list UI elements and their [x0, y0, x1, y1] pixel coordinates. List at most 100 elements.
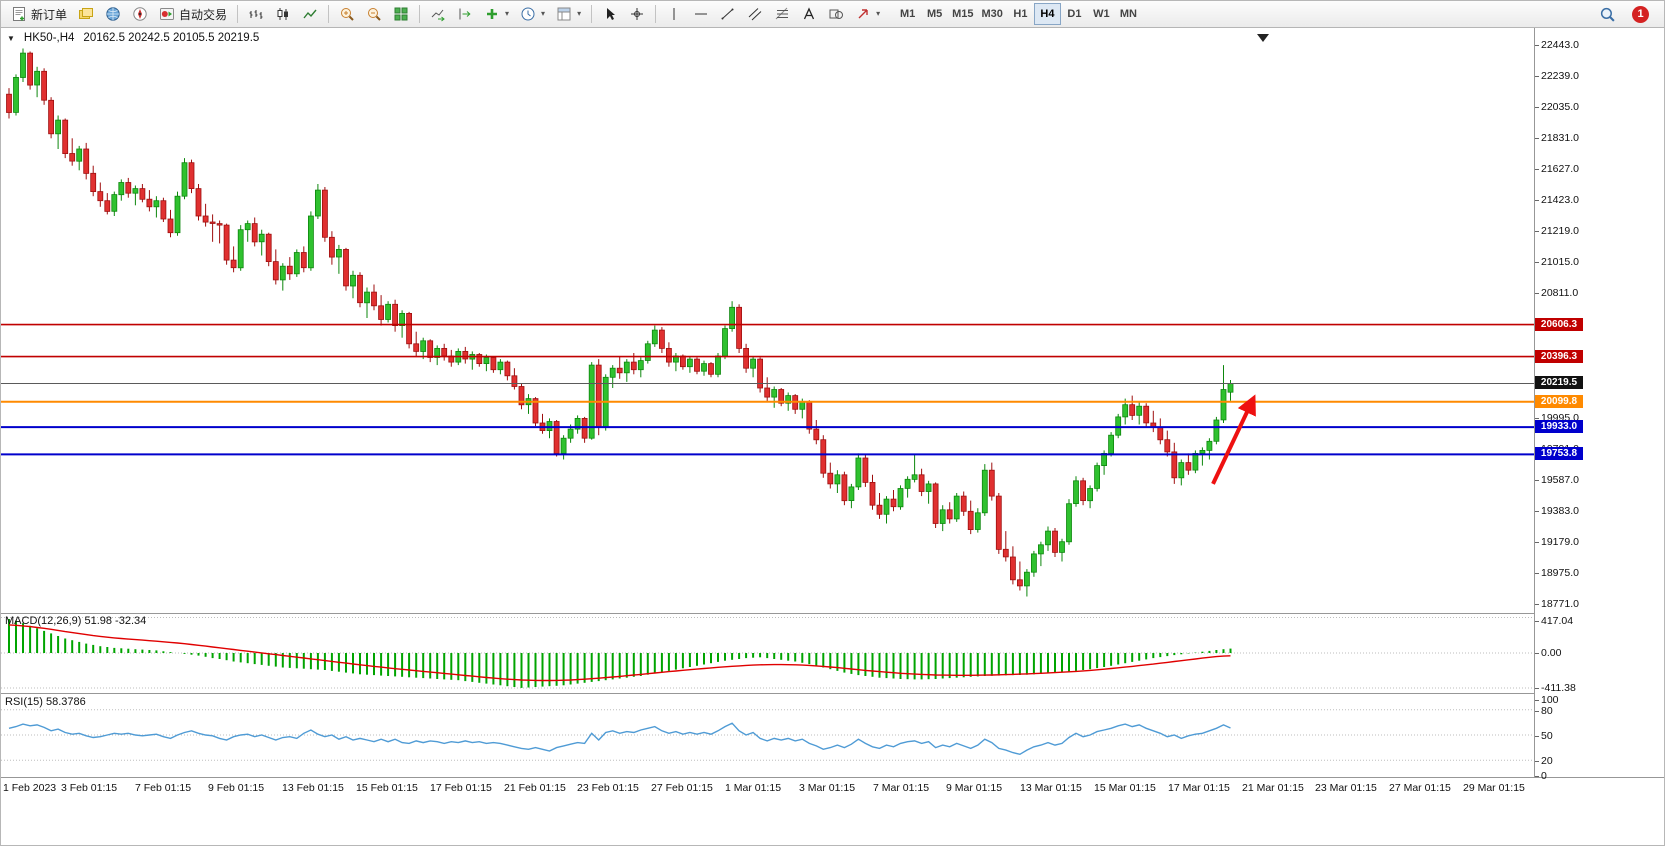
- macd-label: MACD(12,26,9) 51.98 -32.34: [5, 615, 147, 627]
- timeframe-d1-button[interactable]: D1: [1061, 3, 1088, 25]
- toolbar-separator: [655, 5, 657, 23]
- pane-separator[interactable]: [1, 693, 1664, 694]
- time-axis-label: 23 Feb 01:15: [577, 782, 639, 794]
- notification-badge[interactable]: 1: [1632, 5, 1649, 23]
- timeframe-m30-button[interactable]: M30: [978, 3, 1007, 25]
- indicators-button[interactable]: ▾: [479, 3, 514, 25]
- symbol-title: HK50-,H4: [23, 32, 75, 44]
- new-order-icon: [13, 7, 25, 21]
- chart-shift-marker[interactable]: [1257, 34, 1269, 42]
- timeframe-m15-button[interactable]: M15: [948, 3, 977, 25]
- tile-windows-icon: [394, 7, 408, 21]
- channel-button[interactable]: [742, 3, 768, 25]
- time-axis-label: 7 Mar 01:15: [873, 782, 930, 794]
- templates-button[interactable]: ▾: [551, 3, 586, 25]
- time-axis-label: 17 Mar 01:15: [1168, 782, 1230, 794]
- periods-icon: [521, 7, 535, 21]
- navigator-button[interactable]: [127, 3, 153, 25]
- trendline-icon: [721, 8, 734, 20]
- time-axis[interactable]: 1 Feb 2023 3 Feb 01:15 7 Feb 01:15 9 Feb 01…: [1, 777, 1664, 845]
- time-axis-label: 15 Mar 01:15: [1094, 782, 1156, 794]
- macd-pane[interactable]: [1, 613, 1534, 693]
- rsi-axis-label: 0: [1535, 770, 1547, 782]
- price-axis-label: 19587.0: [1535, 474, 1579, 486]
- candlestick-icon: [277, 8, 289, 20]
- time-axis-label: 9 Mar 01:15: [946, 782, 1003, 794]
- chart-shift-button[interactable]: [452, 3, 478, 25]
- fibonacci-button[interactable]: [769, 3, 795, 25]
- search-icon[interactable]: [1599, 6, 1616, 23]
- price-axis-label: 20811.0: [1534, 287, 1579, 299]
- time-axis-label: 7 Feb 01:15: [135, 782, 192, 794]
- macd-axis-label: 417.04: [1534, 615, 1574, 627]
- rsi-axis-label: 100: [1535, 694, 1559, 706]
- time-axis-label: 3 Feb 01:15: [61, 782, 118, 794]
- crosshair-icon: [631, 8, 644, 20]
- candlestick-button[interactable]: [270, 3, 296, 25]
- time-axis-label: 1 Feb 2023: [3, 782, 57, 794]
- price-badge: 20219.5: [1535, 376, 1583, 389]
- time-axis-label: 13 Mar 01:15: [1020, 782, 1082, 794]
- price-badge: 20099.8: [1535, 395, 1583, 408]
- chevron-down-icon: ▾: [505, 9, 510, 18]
- rsi-axis-label: 80: [1535, 705, 1553, 717]
- time-axis-label: 15 Feb 01:15: [356, 782, 418, 794]
- periods-button[interactable]: ▾: [515, 3, 550, 25]
- timeframe-toolbar: M1 M5 M15 M30 H1 H4 D1 W1 MN: [894, 3, 1142, 25]
- main-toolbar: 新订单 自动交易: [1, 1, 1664, 28]
- price-axis-label: 22443.0: [1535, 39, 1579, 51]
- tile-windows-button[interactable]: [388, 3, 414, 25]
- pane-separator[interactable]: [1, 613, 1664, 614]
- cursor-button[interactable]: [597, 3, 623, 25]
- timeframe-h1-button[interactable]: H1: [1007, 3, 1034, 25]
- price-axis-label: 18771.0: [1535, 598, 1579, 610]
- rsi-axis-label: 20: [1535, 755, 1553, 767]
- timeframe-w1-button[interactable]: W1: [1088, 3, 1115, 25]
- chevron-down-icon: ▾: [876, 9, 881, 18]
- toolbar-separator: [328, 5, 330, 23]
- shapes-icon: [829, 9, 844, 19]
- timeframe-m1-button[interactable]: M1: [894, 3, 921, 25]
- timeframe-h4-button[interactable]: H4: [1033, 3, 1061, 25]
- market-watch-button[interactable]: [100, 3, 126, 25]
- price-axis[interactable]: 22443.0 22239.0 22035.0 21831.0 21627.0 21423…: [1534, 28, 1664, 782]
- line-chart-button[interactable]: [297, 3, 323, 25]
- zoom-out-button[interactable]: [361, 3, 387, 25]
- annotation-arrow[interactable]: [1211, 394, 1256, 485]
- auto-scroll-button[interactable]: [425, 3, 451, 25]
- channel-icon: [748, 8, 762, 21]
- timeframe-m5-button[interactable]: M5: [921, 3, 948, 25]
- new-order-label: 新订单: [31, 7, 68, 22]
- shapes-button[interactable]: [823, 3, 849, 25]
- autotrade-label: 自动交易: [179, 7, 228, 22]
- time-axis-label: 13 Feb 01:15: [282, 782, 344, 794]
- main-chart[interactable]: [1, 28, 1534, 613]
- time-axis-label: 3 Mar 01:15: [799, 782, 856, 794]
- candles: [6, 48, 1234, 597]
- timeframe-mn-button[interactable]: MN: [1115, 3, 1142, 25]
- toolbar-right-group: 1: [1599, 5, 1659, 23]
- autotrade-button[interactable]: 自动交易: [154, 3, 232, 25]
- time-axis-label: 27 Mar 01:15: [1389, 782, 1451, 794]
- price-axis-label: 21627.0: [1535, 163, 1579, 175]
- text-button[interactable]: [796, 3, 822, 25]
- toolbar-separator: [419, 5, 421, 23]
- macd-axis-label: 0.00: [1534, 647, 1562, 659]
- crosshair-button[interactable]: [624, 3, 650, 25]
- zoom-in-button[interactable]: [334, 3, 360, 25]
- time-axis-label: 9 Feb 01:15: [208, 782, 265, 794]
- rsi-pane[interactable]: [1, 693, 1534, 777]
- price-axis-label: 21423.0: [1535, 194, 1579, 206]
- vertical-line-button[interactable]: [661, 3, 687, 25]
- macd-histogram: [8, 619, 1232, 688]
- profiles-button[interactable]: [73, 3, 99, 25]
- horizontal-line-button[interactable]: [688, 3, 714, 25]
- chevron-down-icon: ▾: [577, 9, 582, 18]
- trendline-button[interactable]: [715, 3, 741, 25]
- new-order-button[interactable]: 新订单: [6, 3, 72, 25]
- arrows-button[interactable]: ▾: [850, 3, 885, 25]
- price-axis-label: 19179.0: [1535, 536, 1579, 548]
- bar-chart-button[interactable]: [243, 3, 269, 25]
- text-icon: [803, 7, 815, 20]
